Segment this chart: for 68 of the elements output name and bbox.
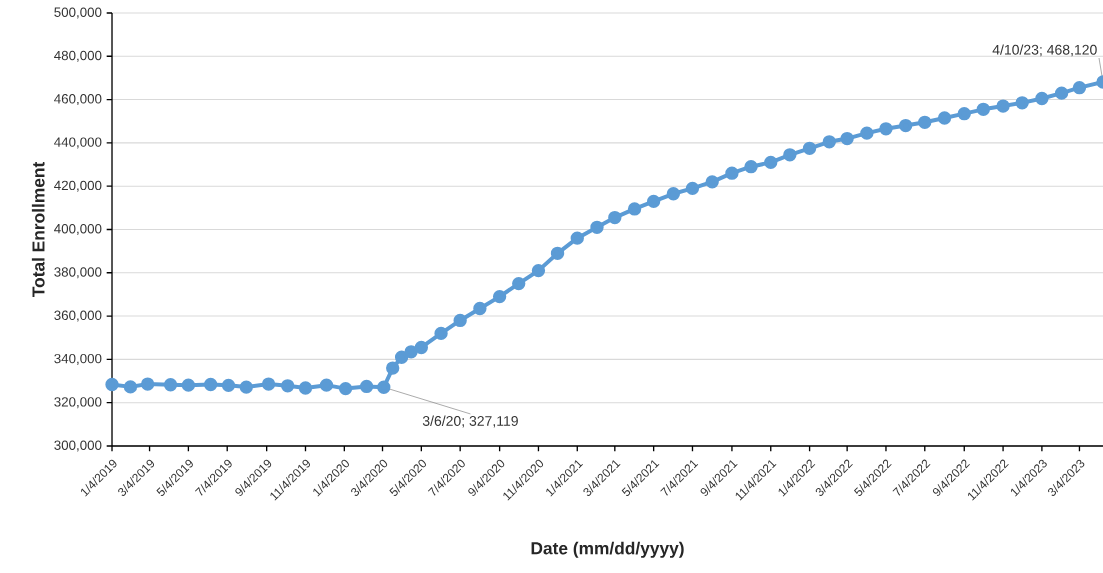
point — [996, 99, 1010, 113]
point — [377, 380, 391, 394]
point — [359, 379, 374, 394]
point — [840, 131, 854, 146]
point — [181, 378, 196, 392]
point — [512, 276, 526, 291]
y-tick-label: 480,000 — [54, 50, 102, 62]
point — [705, 175, 719, 189]
point — [492, 289, 507, 304]
y-tick-label: 360,000 — [54, 310, 102, 322]
point — [281, 379, 295, 393]
point — [725, 166, 739, 180]
point — [394, 350, 409, 364]
point — [937, 111, 952, 125]
point — [434, 326, 448, 341]
point — [899, 118, 913, 133]
point — [627, 202, 642, 216]
y-tick-label: 440,000 — [54, 137, 102, 149]
point — [802, 141, 817, 155]
point — [1015, 96, 1029, 110]
point — [319, 378, 334, 392]
point — [783, 148, 797, 162]
y-tick-label: 340,000 — [54, 353, 102, 365]
y-tick-label: 500,000 — [54, 7, 102, 19]
point — [414, 340, 428, 355]
y-tick-label: 300,000 — [54, 440, 102, 452]
point — [261, 377, 276, 391]
annotation: 3/6/20; 327,119 — [422, 415, 518, 428]
point — [550, 246, 565, 260]
point — [239, 380, 253, 394]
x-axis-title: Date (mm/dd/yyyy) — [531, 541, 684, 558]
y-tick-label: 320,000 — [54, 397, 102, 409]
point — [221, 378, 236, 393]
point — [608, 210, 622, 225]
point — [822, 135, 836, 149]
point — [123, 380, 138, 394]
point — [744, 160, 758, 174]
point — [140, 377, 155, 391]
point — [1054, 86, 1069, 100]
y-tick-label: 420,000 — [54, 180, 102, 192]
point — [386, 361, 400, 375]
point — [298, 381, 313, 395]
point — [685, 181, 700, 196]
y-axis-title: Total Enrollment — [31, 161, 45, 298]
point — [203, 377, 218, 392]
point — [105, 377, 119, 392]
point — [918, 115, 932, 129]
point — [1035, 91, 1049, 106]
point — [473, 301, 487, 316]
point — [976, 102, 991, 116]
point — [957, 106, 971, 121]
point — [338, 381, 353, 396]
point — [570, 231, 584, 245]
point — [404, 345, 418, 359]
point — [666, 187, 681, 201]
point — [453, 313, 467, 328]
point — [1072, 81, 1087, 95]
y-tick-label: 400,000 — [54, 223, 102, 236]
point — [590, 220, 604, 234]
point — [860, 126, 874, 140]
y-tick-label: 460,000 — [54, 94, 102, 106]
point — [879, 122, 893, 136]
y-tick-label: 380,000 — [54, 267, 102, 279]
point — [646, 194, 661, 209]
point — [163, 378, 178, 392]
annotation: 4/10/23; 468,120 — [992, 44, 1097, 57]
point — [531, 263, 546, 278]
point — [764, 155, 778, 170]
